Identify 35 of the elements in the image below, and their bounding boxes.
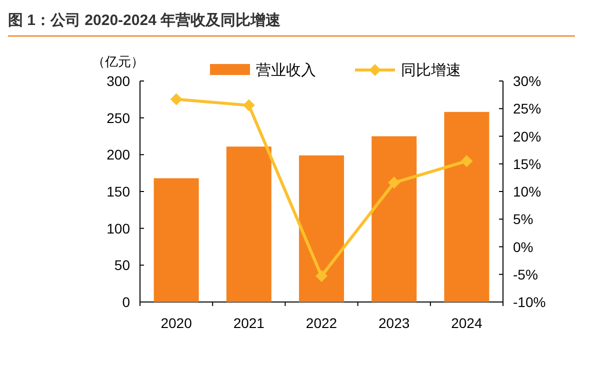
bar (226, 146, 272, 302)
y2-tick-label: 20% (513, 128, 542, 144)
legend-label: 同比增速 (401, 62, 461, 79)
y2-tick-label: 25% (513, 100, 542, 117)
x-tick-label: 2020 (160, 315, 192, 331)
y-tick-label: 300 (106, 73, 130, 89)
bar (444, 112, 490, 302)
y-axis-title: （亿元） (92, 54, 144, 69)
x-tick-label: 2024 (451, 315, 482, 331)
y2-tick-label: -10% (513, 294, 546, 310)
y2-tick-label: 5% (513, 211, 534, 228)
y2-tick-label: 30% (513, 73, 542, 89)
x-tick-label: 2021 (233, 315, 265, 331)
chart-title: 图 1：公司 2020-2024 年营收及同比增速 (8, 12, 282, 29)
y-tick-label: 0 (122, 294, 130, 310)
point (388, 176, 400, 189)
y2-tick-label: -5% (513, 266, 538, 282)
y2-tick-label: 10% (513, 184, 542, 200)
y2-tick-label: 15% (513, 156, 542, 172)
bar (154, 178, 199, 302)
x-tick-label: 2022 (306, 315, 338, 331)
point (316, 270, 328, 282)
y-tick-label: 200 (106, 146, 130, 163)
y-tick-label: 50 (114, 257, 130, 274)
y-tick-label: 150 (106, 184, 130, 200)
point (460, 155, 473, 168)
legend-label: 营业收入 (256, 62, 316, 79)
point (170, 93, 182, 106)
bar (298, 155, 344, 302)
point (242, 99, 255, 112)
bar (372, 136, 417, 302)
y-tick-label: 250 (106, 110, 130, 126)
x-tick-label: 2023 (378, 315, 410, 331)
y-tick-label: 100 (106, 220, 130, 236)
y2-tick-label: 0% (513, 238, 534, 255)
